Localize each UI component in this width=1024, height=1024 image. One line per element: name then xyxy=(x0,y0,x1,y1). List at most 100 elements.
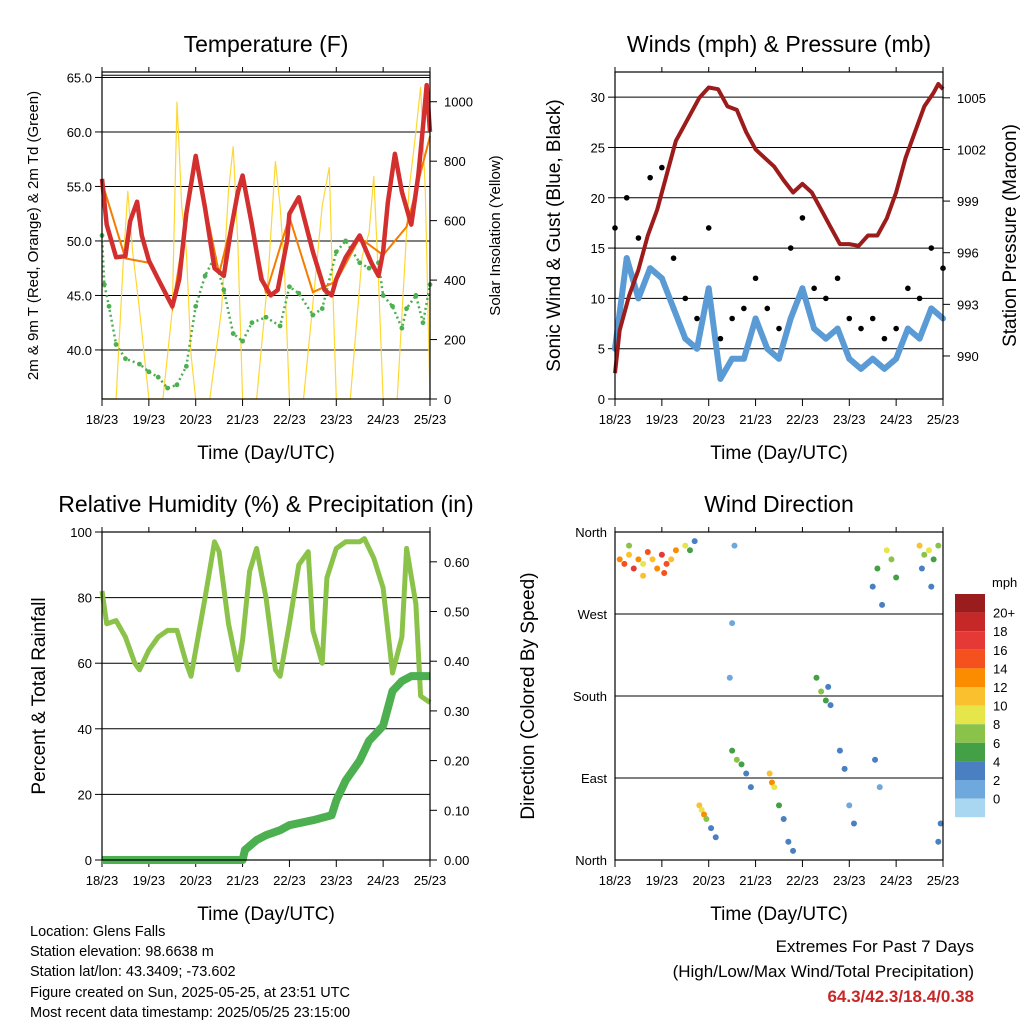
colorbar-swatch xyxy=(955,631,985,650)
station-elevation: Station elevation: 98.6638 m xyxy=(30,944,214,961)
direction-point xyxy=(658,551,665,558)
direction-point xyxy=(668,556,675,563)
gust-point xyxy=(647,174,653,181)
direction-point xyxy=(876,784,883,791)
y-axis-label: Percent & Total Rainfall xyxy=(29,597,50,794)
colorbar-swatch xyxy=(955,594,985,613)
x-tick-label: 19/23 xyxy=(133,873,166,888)
colorbar-swatch xyxy=(955,780,985,799)
gust-point xyxy=(834,275,841,282)
direction-point xyxy=(672,547,679,554)
colorbar-swatch xyxy=(955,612,985,632)
extremes-values: 64.3/42.3/18.4/0.38 xyxy=(827,987,974,1006)
direction-point xyxy=(729,620,736,627)
direction-point xyxy=(630,565,637,572)
direction-point xyxy=(708,825,715,832)
x-tick-label: 24/23 xyxy=(880,412,913,427)
sonic-wind-point xyxy=(717,375,724,382)
dewpoint-line xyxy=(100,235,432,390)
y-tick-label-right: 1000 xyxy=(444,95,473,110)
wind-direction-panel: Wind Direction Time (Day/UTC) Direction (C… xyxy=(518,491,1017,925)
x-tick-label: 19/23 xyxy=(646,412,679,427)
sonic-wind-point xyxy=(799,285,806,292)
y-tick-label-right: 999 xyxy=(957,194,979,209)
direction-point xyxy=(841,765,848,772)
panel-title: Wind Direction xyxy=(704,491,854,517)
gust-point xyxy=(823,295,829,302)
sonic-wind-point xyxy=(822,335,829,342)
colorbar-swatch xyxy=(955,687,985,706)
direction-point xyxy=(686,547,693,554)
plot-frame xyxy=(614,71,944,400)
colorbar-label: 8 xyxy=(993,717,1000,732)
x-axis-label: Time (Day/UTC) xyxy=(197,904,335,925)
gust-point xyxy=(694,315,700,322)
gust-point xyxy=(905,285,911,292)
direction-point xyxy=(825,683,832,690)
y-tick-label-right: 0.60 xyxy=(444,555,469,570)
x-tick-label: 23/23 xyxy=(833,412,866,427)
y-tick-label-right: 1005 xyxy=(957,91,986,106)
y-tick-label: 0 xyxy=(598,392,605,407)
direction-point xyxy=(925,547,932,554)
direction-point xyxy=(733,756,740,763)
station-info: Location: Glens Falls Station elevation:… xyxy=(30,922,350,1023)
y-tick-label: 15 xyxy=(591,241,605,256)
sonic-wind-point xyxy=(811,325,818,332)
direction-point xyxy=(712,834,719,841)
solar-insolation-line xyxy=(102,86,431,400)
direction-point xyxy=(836,747,843,754)
station-location: Location: Glens Falls xyxy=(30,924,166,940)
direction-point xyxy=(822,697,829,704)
sonic-wind-point xyxy=(764,345,771,352)
gust-point xyxy=(799,215,806,221)
colorbar-swatch xyxy=(955,761,985,780)
sonic-wind-point xyxy=(752,315,759,322)
sonic-wind-point xyxy=(670,305,677,312)
x-axis-label: Time (Day/UTC) xyxy=(197,443,335,464)
y-tick-label: 60 xyxy=(78,656,92,671)
y-tick-label: 50.0 xyxy=(67,234,92,249)
colorbar-swatch xyxy=(955,742,985,762)
direction-point xyxy=(691,538,698,545)
gust-point xyxy=(635,235,642,241)
y-tick-label: 20 xyxy=(78,787,92,802)
direction-point xyxy=(747,784,754,791)
extremes-title: Extremes For Past 7 Days xyxy=(775,937,974,956)
humidity-precip-panel: Relative Humidity (%) & Precipitation (i… xyxy=(29,491,474,925)
x-tick-label: 23/23 xyxy=(833,873,866,888)
direction-point xyxy=(888,556,895,563)
y-tick-label-right: 990 xyxy=(957,349,979,364)
sonic-wind-point xyxy=(834,325,841,332)
direction-point xyxy=(621,560,628,567)
direction-point xyxy=(935,542,942,549)
gust-point xyxy=(705,225,712,231)
gust-point xyxy=(881,335,888,342)
y-tick-label: 30 xyxy=(591,90,605,105)
y-tick-label: North xyxy=(575,525,607,540)
direction-point xyxy=(649,556,656,563)
x-tick-label: 20/23 xyxy=(692,412,725,427)
colorbar-title: mph xyxy=(992,575,1017,590)
direction-point xyxy=(743,770,750,777)
gust-point xyxy=(682,295,689,302)
y-tick-label-right: 0.10 xyxy=(444,803,469,818)
colorbar-label: 18 xyxy=(993,624,1007,639)
direction-point xyxy=(813,674,820,681)
y-tick-label: 5 xyxy=(598,342,605,357)
y-tick-label-right: 0.30 xyxy=(444,704,469,719)
direction-point xyxy=(729,747,736,754)
direction-point xyxy=(918,565,925,572)
direction-point xyxy=(930,556,937,563)
plot-frame xyxy=(101,71,431,400)
colorbar-label: 10 xyxy=(993,699,1007,714)
y-tick-label-right: 0.00 xyxy=(444,853,469,868)
sonic-wind-point xyxy=(881,365,888,372)
precipitation-line xyxy=(102,672,430,864)
direction-point xyxy=(893,574,900,581)
direction-point xyxy=(771,784,778,791)
station-latlon: Station lat/lon: 43.3409; -73.602 xyxy=(30,964,236,981)
direction-point xyxy=(766,770,773,777)
gust-point xyxy=(670,255,677,261)
gust-point xyxy=(764,305,771,312)
